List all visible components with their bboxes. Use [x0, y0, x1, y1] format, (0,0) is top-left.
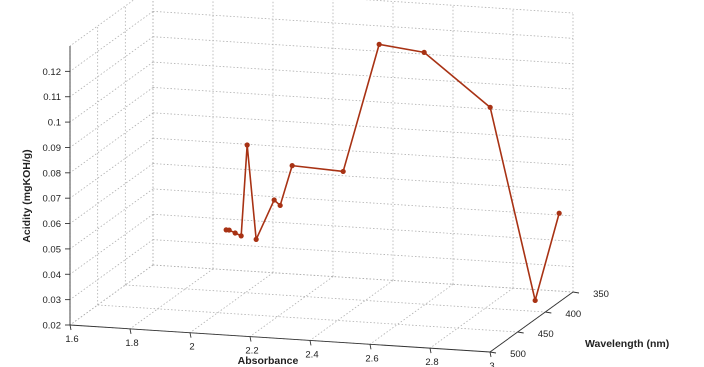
- y-tick-label: 500: [510, 349, 526, 360]
- x-axis-line: [69, 324, 491, 353]
- side-wall-grid-line: [69, 163, 154, 224]
- z-tick-label: 0.1: [48, 118, 61, 129]
- x-tick: [369, 344, 372, 350]
- side-wall-grid-line: [69, 11, 154, 72]
- x-tick: [189, 332, 192, 338]
- x-tick: [429, 348, 432, 354]
- data-point: [556, 210, 562, 216]
- floor-grid-line: [429, 287, 514, 349]
- x-tick-label: 2.4: [305, 349, 318, 360]
- data-point: [340, 168, 346, 175]
- data-point: [487, 104, 493, 110]
- data-series: [223, 41, 562, 304]
- y-tick: [545, 311, 552, 314]
- y-tick-label: 400: [565, 309, 581, 320]
- data-point: [532, 297, 538, 304]
- x-tick-label: 2: [189, 342, 194, 353]
- back-wall-grid-line: [152, 163, 574, 191]
- data-point: [271, 197, 277, 203]
- x-tick: [249, 336, 252, 342]
- floor-grid-line: [369, 283, 454, 345]
- side-wall-grid-line: [69, 87, 154, 148]
- y-tick: [572, 291, 580, 294]
- z-tick-label: 0.11: [43, 92, 61, 103]
- y-tick-label: 450: [538, 329, 554, 340]
- y-axis-line: [489, 291, 574, 353]
- side-wall-grid-line: [69, 61, 154, 123]
- y-tick: [517, 331, 524, 334]
- x-tick: [309, 340, 312, 346]
- z-tick-label: 0.09: [43, 143, 62, 154]
- data-point: [253, 236, 259, 242]
- back-wall-grid-line: [152, 264, 574, 293]
- back-wall-grid-line: [152, 112, 574, 141]
- data-point: [289, 163, 295, 169]
- back-wall-grid-line: [152, 188, 574, 217]
- z-tick-label: 0.04: [43, 270, 62, 281]
- back-wall-grid-line: [152, 10, 574, 39]
- side-wall-grid-line: [69, 239, 154, 300]
- floor-grid-line: [249, 276, 334, 337]
- data-point: [244, 142, 250, 148]
- y-axis-label: Wavelength (nm): [585, 338, 669, 350]
- z-axis-label: Acidity (mgKOH/g): [21, 149, 33, 242]
- data-point: [277, 202, 283, 209]
- floor-grid-line: [97, 304, 518, 333]
- z-tick-label: 0.02: [43, 321, 62, 332]
- z-tick-label: 0.12: [43, 67, 62, 78]
- y-tick-label: 350: [593, 289, 609, 300]
- side-wall-grid-line: [69, 112, 154, 174]
- data-point: [226, 227, 232, 233]
- data-point: [376, 41, 382, 48]
- x-tick-label: 2.6: [365, 353, 378, 364]
- back-wall-grid-line: [152, 61, 574, 90]
- back-wall-grid-line: [152, 239, 574, 268]
- x-tick-label: 3: [489, 361, 494, 367]
- x-tick: [69, 324, 72, 331]
- side-wall-grid-line: [69, 264, 154, 326]
- back-wall-grid-line: [152, 36, 574, 65]
- x-tick: [129, 328, 132, 334]
- back-wall-grid-line: [364, 0, 574, 14]
- data-point: [421, 49, 427, 55]
- side-wall-grid-line: [69, 188, 154, 250]
- x-tick-label: 2.2: [245, 346, 258, 357]
- z-tick-label: 0.08: [43, 168, 62, 179]
- z-tick-label: 0.07: [43, 194, 62, 205]
- floor-grid-line: [189, 272, 274, 334]
- y-tick: [489, 351, 497, 354]
- floor-grid-line: [309, 280, 394, 341]
- floor-grid-line: [125, 284, 546, 313]
- side-wall-grid-line: [69, 36, 154, 98]
- x-tick-label: 1.6: [65, 334, 78, 345]
- back-wall-grid-line: [152, 213, 574, 242]
- x-axis-label: Absorbance: [238, 355, 299, 367]
- grid-lines: [69, 0, 574, 353]
- side-wall-grid-line: [69, 0, 135, 47]
- side-wall-grid-line: [69, 213, 154, 275]
- back-wall-grid-line: [152, 137, 574, 166]
- side-wall-grid-line: [69, 137, 154, 199]
- x-tick-label: 1.8: [125, 338, 138, 349]
- z-tick-label: 0.03: [43, 295, 62, 306]
- floor-grid-line: [129, 268, 214, 330]
- z-tick-label: 0.05: [43, 244, 62, 255]
- tick-labels: 1.6 1.8 2 2.2 2.4 2.6 2.8 3 350 400 450 500 0.02 0.03…: [43, 67, 609, 367]
- data-point: [238, 233, 244, 239]
- axes: [65, 46, 580, 358]
- x-tick: [489, 351, 492, 358]
- x-tick-label: 2.8: [425, 357, 438, 367]
- z-tick-label: 0.06: [43, 219, 62, 230]
- data-point: [232, 230, 238, 236]
